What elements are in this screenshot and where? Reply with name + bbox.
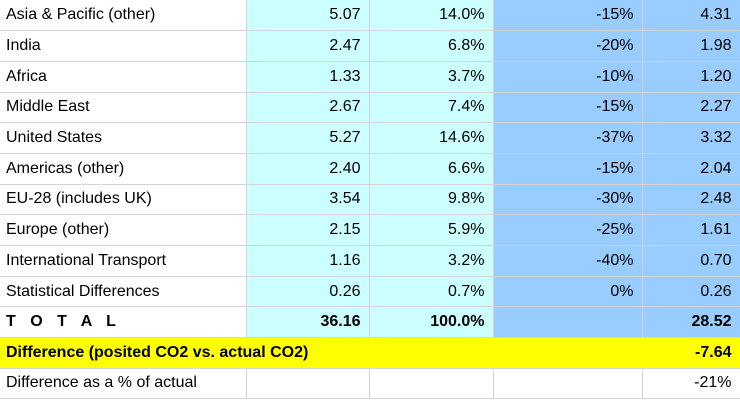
change-cell[interactable]: -30% <box>493 184 643 216</box>
co2-cell[interactable]: 2.15 <box>246 214 370 246</box>
share-cell[interactable]: 14.0% <box>369 0 494 32</box>
change-cell[interactable]: -15% <box>493 153 643 185</box>
share-cell[interactable]: 7.4% <box>369 92 494 124</box>
posited-cell[interactable]: 1.98 <box>642 30 740 62</box>
table-row: Middle East 2.67 7.4% -15% 2.27 <box>0 92 740 124</box>
difference-label-cell[interactable]: Difference (posited CO2 vs. actual CO2) <box>0 337 642 369</box>
change-cell[interactable]: -40% <box>493 245 643 277</box>
total-posited-cell[interactable]: 28.52 <box>642 306 740 339</box>
region-cell[interactable]: India <box>0 30 247 62</box>
co2-cell[interactable]: 5.27 <box>246 122 370 154</box>
difference-value-cell[interactable]: -7.64 <box>642 337 740 369</box>
table-row: Africa 1.33 3.7% -10% 1.20 <box>0 61 740 93</box>
change-cell[interactable]: -25% <box>493 214 643 246</box>
share-cell[interactable]: 3.2% <box>369 245 494 277</box>
region-cell[interactable]: International Transport <box>0 245 247 277</box>
share-cell[interactable]: 6.6% <box>369 153 494 185</box>
table-row: Europe (other) 2.15 5.9% -25% 1.61 <box>0 214 740 246</box>
posited-cell[interactable]: 0.26 <box>642 276 740 308</box>
posited-cell[interactable]: 0.70 <box>642 245 740 277</box>
posited-cell[interactable]: 2.27 <box>642 92 740 124</box>
share-cell[interactable]: 9.8% <box>369 184 494 216</box>
change-cell[interactable]: -15% <box>493 92 643 124</box>
change-cell[interactable]: -20% <box>493 30 643 62</box>
posited-cell[interactable]: 2.48 <box>642 184 740 216</box>
difference-pct-row: Difference as a % of actual -21% <box>0 368 740 399</box>
co2-cell[interactable]: 1.33 <box>246 61 370 93</box>
table-row: Statistical Differences 0.26 0.7% 0% 0.2… <box>0 276 740 308</box>
table-row: International Transport 1.16 3.2% -40% 0… <box>0 245 740 277</box>
co2-cell[interactable]: 2.40 <box>246 153 370 185</box>
posited-cell[interactable]: 3.32 <box>642 122 740 154</box>
table-row: EU-28 (includes UK) 3.54 9.8% -30% 2.48 <box>0 184 740 216</box>
region-cell[interactable]: EU-28 (includes UK) <box>0 184 247 216</box>
empty-cell[interactable] <box>369 368 494 399</box>
co2-cell[interactable]: 0.26 <box>246 276 370 308</box>
share-cell[interactable]: 3.7% <box>369 61 494 93</box>
share-cell[interactable]: 5.9% <box>369 214 494 246</box>
posited-cell[interactable]: 1.20 <box>642 61 740 93</box>
total-row: T O T A L 36.16 100.0% 28.52 <box>0 306 740 339</box>
co2-cell[interactable]: 1.16 <box>246 245 370 277</box>
change-cell[interactable]: -10% <box>493 61 643 93</box>
total-co2-cell[interactable]: 36.16 <box>246 306 370 339</box>
posited-cell[interactable]: 1.61 <box>642 214 740 246</box>
empty-cell[interactable] <box>246 368 370 399</box>
change-cell[interactable]: -37% <box>493 122 643 154</box>
difference-pct-value-cell[interactable]: -21% <box>642 368 740 399</box>
co2-cell[interactable]: 5.07 <box>246 0 370 32</box>
posited-cell[interactable]: 4.31 <box>642 0 740 32</box>
posited-cell[interactable]: 2.04 <box>642 153 740 185</box>
table-row: United States 5.27 14.6% -37% 3.32 <box>0 122 740 154</box>
region-cell[interactable]: Americas (other) <box>0 153 247 185</box>
co2-cell[interactable]: 3.54 <box>246 184 370 216</box>
empty-cell[interactable] <box>493 368 643 399</box>
region-cell[interactable]: Statistical Differences <box>0 276 247 308</box>
share-cell[interactable]: 14.6% <box>369 122 494 154</box>
co2-cell[interactable]: 2.47 <box>246 30 370 62</box>
region-cell[interactable]: Europe (other) <box>0 214 247 246</box>
total-label-cell[interactable]: T O T A L <box>0 306 247 339</box>
difference-row: Difference (posited CO2 vs. actual CO2) … <box>0 337 740 369</box>
total-share-cell[interactable]: 100.0% <box>369 306 494 339</box>
change-cell[interactable]: -15% <box>493 0 643 32</box>
share-cell[interactable]: 6.8% <box>369 30 494 62</box>
region-cell[interactable]: Africa <box>0 61 247 93</box>
region-cell[interactable]: Asia & Pacific (other) <box>0 0 247 32</box>
table-row: India 2.47 6.8% -20% 1.98 <box>0 30 740 62</box>
region-cell[interactable]: Middle East <box>0 92 247 124</box>
share-cell[interactable]: 0.7% <box>369 276 494 308</box>
difference-pct-label-cell[interactable]: Difference as a % of actual <box>0 368 247 399</box>
table-row: Asia & Pacific (other) 5.07 14.0% -15% 4… <box>0 0 740 32</box>
co2-cell[interactable]: 2.67 <box>246 92 370 124</box>
total-change-cell[interactable] <box>493 306 643 339</box>
change-cell[interactable]: 0% <box>493 276 643 308</box>
region-cell[interactable]: United States <box>0 122 247 154</box>
table-row: Americas (other) 2.40 6.6% -15% 2.04 <box>0 153 740 185</box>
